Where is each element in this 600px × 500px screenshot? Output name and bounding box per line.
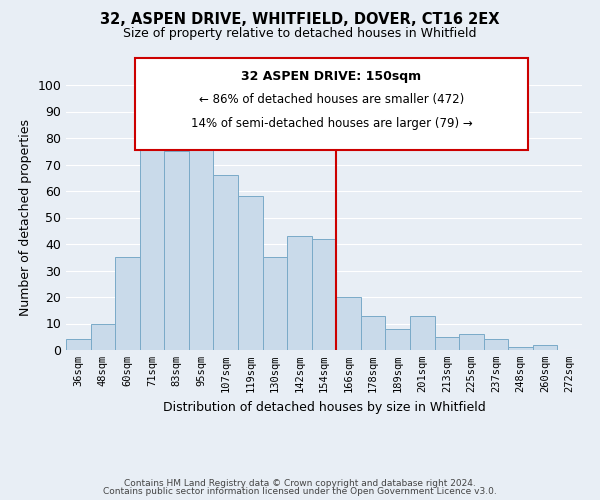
Y-axis label: Number of detached properties: Number of detached properties bbox=[19, 119, 32, 316]
Bar bbox=[434, 337, 459, 350]
Bar bbox=[410, 316, 434, 350]
Bar bbox=[508, 348, 533, 350]
Bar bbox=[214, 175, 238, 350]
Text: Contains public sector information licensed under the Open Government Licence v3: Contains public sector information licen… bbox=[103, 487, 497, 496]
Bar bbox=[484, 340, 508, 350]
Bar bbox=[533, 344, 557, 350]
Bar bbox=[66, 340, 91, 350]
Bar bbox=[238, 196, 263, 350]
Text: 14% of semi-detached houses are larger (79) →: 14% of semi-detached houses are larger (… bbox=[191, 116, 472, 130]
Bar bbox=[385, 329, 410, 350]
Bar bbox=[361, 316, 385, 350]
X-axis label: Distribution of detached houses by size in Whitfield: Distribution of detached houses by size … bbox=[163, 400, 485, 413]
Bar bbox=[312, 238, 336, 350]
Text: ← 86% of detached houses are smaller (472): ← 86% of detached houses are smaller (47… bbox=[199, 94, 464, 106]
Bar bbox=[459, 334, 484, 350]
Text: 32 ASPEN DRIVE: 150sqm: 32 ASPEN DRIVE: 150sqm bbox=[241, 70, 422, 83]
Bar bbox=[263, 258, 287, 350]
Bar bbox=[287, 236, 312, 350]
Bar bbox=[164, 151, 189, 350]
Bar bbox=[140, 136, 164, 350]
Text: 32, ASPEN DRIVE, WHITFIELD, DOVER, CT16 2EX: 32, ASPEN DRIVE, WHITFIELD, DOVER, CT16 … bbox=[100, 12, 500, 28]
Bar bbox=[91, 324, 115, 350]
Bar bbox=[336, 297, 361, 350]
Text: Size of property relative to detached houses in Whitfield: Size of property relative to detached ho… bbox=[123, 28, 477, 40]
Bar bbox=[115, 258, 140, 350]
Text: Contains HM Land Registry data © Crown copyright and database right 2024.: Contains HM Land Registry data © Crown c… bbox=[124, 478, 476, 488]
Bar bbox=[189, 136, 214, 350]
